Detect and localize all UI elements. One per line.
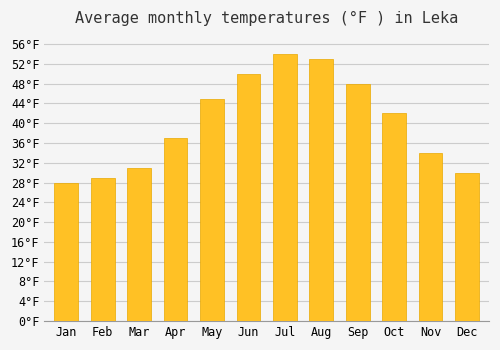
Bar <box>273 54 296 321</box>
Bar <box>419 153 442 321</box>
Bar <box>128 168 151 321</box>
Bar <box>91 178 114 321</box>
Bar <box>455 173 479 321</box>
Bar <box>200 98 224 321</box>
Bar <box>236 74 260 321</box>
Bar <box>310 59 333 321</box>
Title: Average monthly temperatures (°F ) in Leka: Average monthly temperatures (°F ) in Le… <box>75 11 458 26</box>
Bar <box>382 113 406 321</box>
Bar <box>54 183 78 321</box>
Bar <box>346 84 370 321</box>
Bar <box>164 138 188 321</box>
